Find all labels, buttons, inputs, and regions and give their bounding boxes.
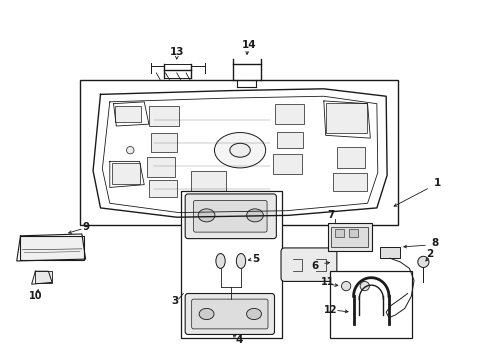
Text: 5: 5 <box>252 254 259 264</box>
Bar <box>277 132 303 148</box>
Ellipse shape <box>214 132 265 168</box>
Text: 6: 6 <box>311 261 319 271</box>
Bar <box>80 80 397 225</box>
Bar <box>336 148 364 168</box>
Bar <box>330 271 411 338</box>
Ellipse shape <box>236 253 245 269</box>
Ellipse shape <box>198 209 215 222</box>
Bar <box>111 163 139 184</box>
Bar <box>181 191 282 338</box>
Text: 2: 2 <box>426 249 433 260</box>
Circle shape <box>359 282 368 291</box>
Ellipse shape <box>229 143 250 157</box>
Bar <box>148 105 178 126</box>
Bar <box>150 134 177 152</box>
Ellipse shape <box>215 253 225 269</box>
Bar <box>334 229 344 237</box>
Bar <box>379 247 399 258</box>
Bar <box>330 226 368 247</box>
FancyBboxPatch shape <box>185 194 276 239</box>
Text: 14: 14 <box>242 40 256 50</box>
Ellipse shape <box>199 309 214 320</box>
Ellipse shape <box>246 309 261 320</box>
FancyBboxPatch shape <box>185 293 274 334</box>
FancyBboxPatch shape <box>193 201 266 232</box>
Circle shape <box>126 147 134 154</box>
Text: 13: 13 <box>169 46 183 57</box>
Text: 8: 8 <box>431 238 438 248</box>
Bar <box>190 171 225 197</box>
Circle shape <box>341 282 350 291</box>
Text: 11: 11 <box>320 277 334 287</box>
Text: 12: 12 <box>323 305 336 315</box>
Text: 7: 7 <box>327 210 334 220</box>
Bar <box>115 105 141 122</box>
FancyBboxPatch shape <box>191 299 267 329</box>
Circle shape <box>417 256 428 267</box>
FancyBboxPatch shape <box>281 248 336 282</box>
Bar <box>332 172 366 191</box>
Text: 4: 4 <box>235 335 243 345</box>
Bar <box>147 157 175 177</box>
Ellipse shape <box>246 209 263 222</box>
Bar <box>327 223 371 251</box>
Bar <box>272 154 302 174</box>
Text: 1: 1 <box>433 178 440 188</box>
Text: 9: 9 <box>82 221 89 231</box>
Bar <box>148 180 177 197</box>
Bar <box>348 229 358 237</box>
Bar <box>20 236 83 260</box>
Bar <box>274 104 304 124</box>
Text: 10: 10 <box>29 291 42 301</box>
Circle shape <box>404 291 409 296</box>
Text: 3: 3 <box>171 296 178 306</box>
Bar <box>325 103 366 132</box>
Bar <box>35 271 52 283</box>
Bar <box>195 199 223 212</box>
